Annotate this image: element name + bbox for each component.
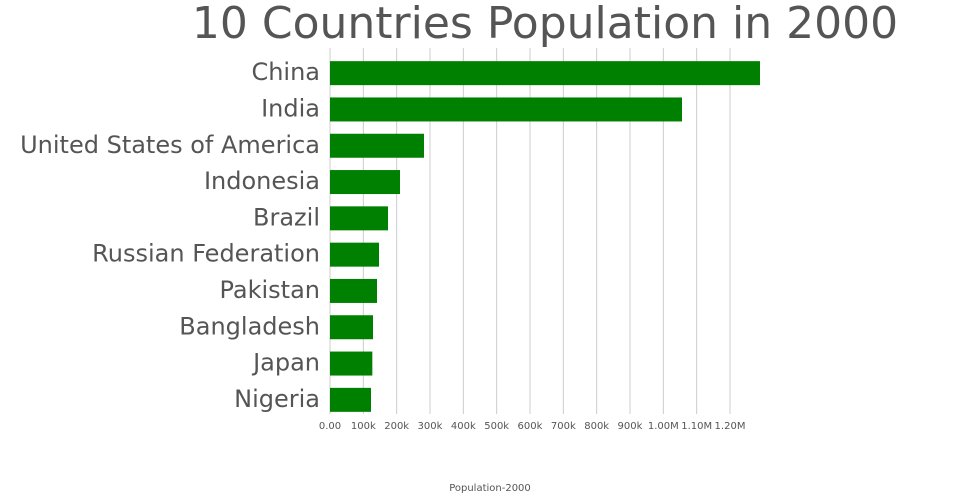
bar: [330, 278, 377, 303]
bar: [330, 97, 682, 122]
x-tick-label: 200k: [384, 421, 409, 432]
y-tick-label: Bangladesh: [179, 312, 320, 340]
y-tick-label: Nigeria: [234, 385, 320, 413]
bar: [330, 242, 379, 267]
x-tick-label: 300k: [418, 421, 443, 432]
x-tick-label: 600k: [518, 421, 543, 432]
bar: [330, 133, 424, 158]
y-tick-label: China: [251, 58, 320, 86]
y-tick-label: India: [261, 94, 320, 122]
x-tick-label: 1.20M: [715, 421, 746, 432]
y-tick-label: Russian Federation: [92, 240, 320, 268]
y-tick-label: Brazil: [253, 203, 320, 231]
x-tick-label: 700k: [551, 421, 576, 432]
bar: [330, 61, 760, 86]
y-tick-label: Pakistan: [220, 276, 321, 304]
bar: [330, 387, 371, 412]
x-tick-label: 100k: [351, 421, 376, 432]
x-tick-label: 0.00: [319, 421, 341, 432]
x-tick-label: 1.10M: [681, 421, 712, 432]
chart-title: 10 Countries Population in 2000: [192, 0, 898, 49]
x-tick-label: 900k: [618, 421, 643, 432]
bar: [330, 315, 373, 340]
bar: [330, 206, 388, 231]
bar: [330, 170, 400, 195]
bar: [330, 351, 373, 376]
x-tick-label: 1.00M: [648, 421, 679, 432]
y-tick-label: Japan: [251, 349, 320, 377]
x-tick-label: 800k: [584, 421, 609, 432]
x-axis-title: Population-2000: [449, 483, 531, 494]
y-tick-label: Indonesia: [204, 167, 320, 195]
x-tick-label: 500k: [484, 421, 509, 432]
y-tick-label: United States of America: [20, 131, 320, 159]
x-tick-label: 400k: [451, 421, 476, 432]
